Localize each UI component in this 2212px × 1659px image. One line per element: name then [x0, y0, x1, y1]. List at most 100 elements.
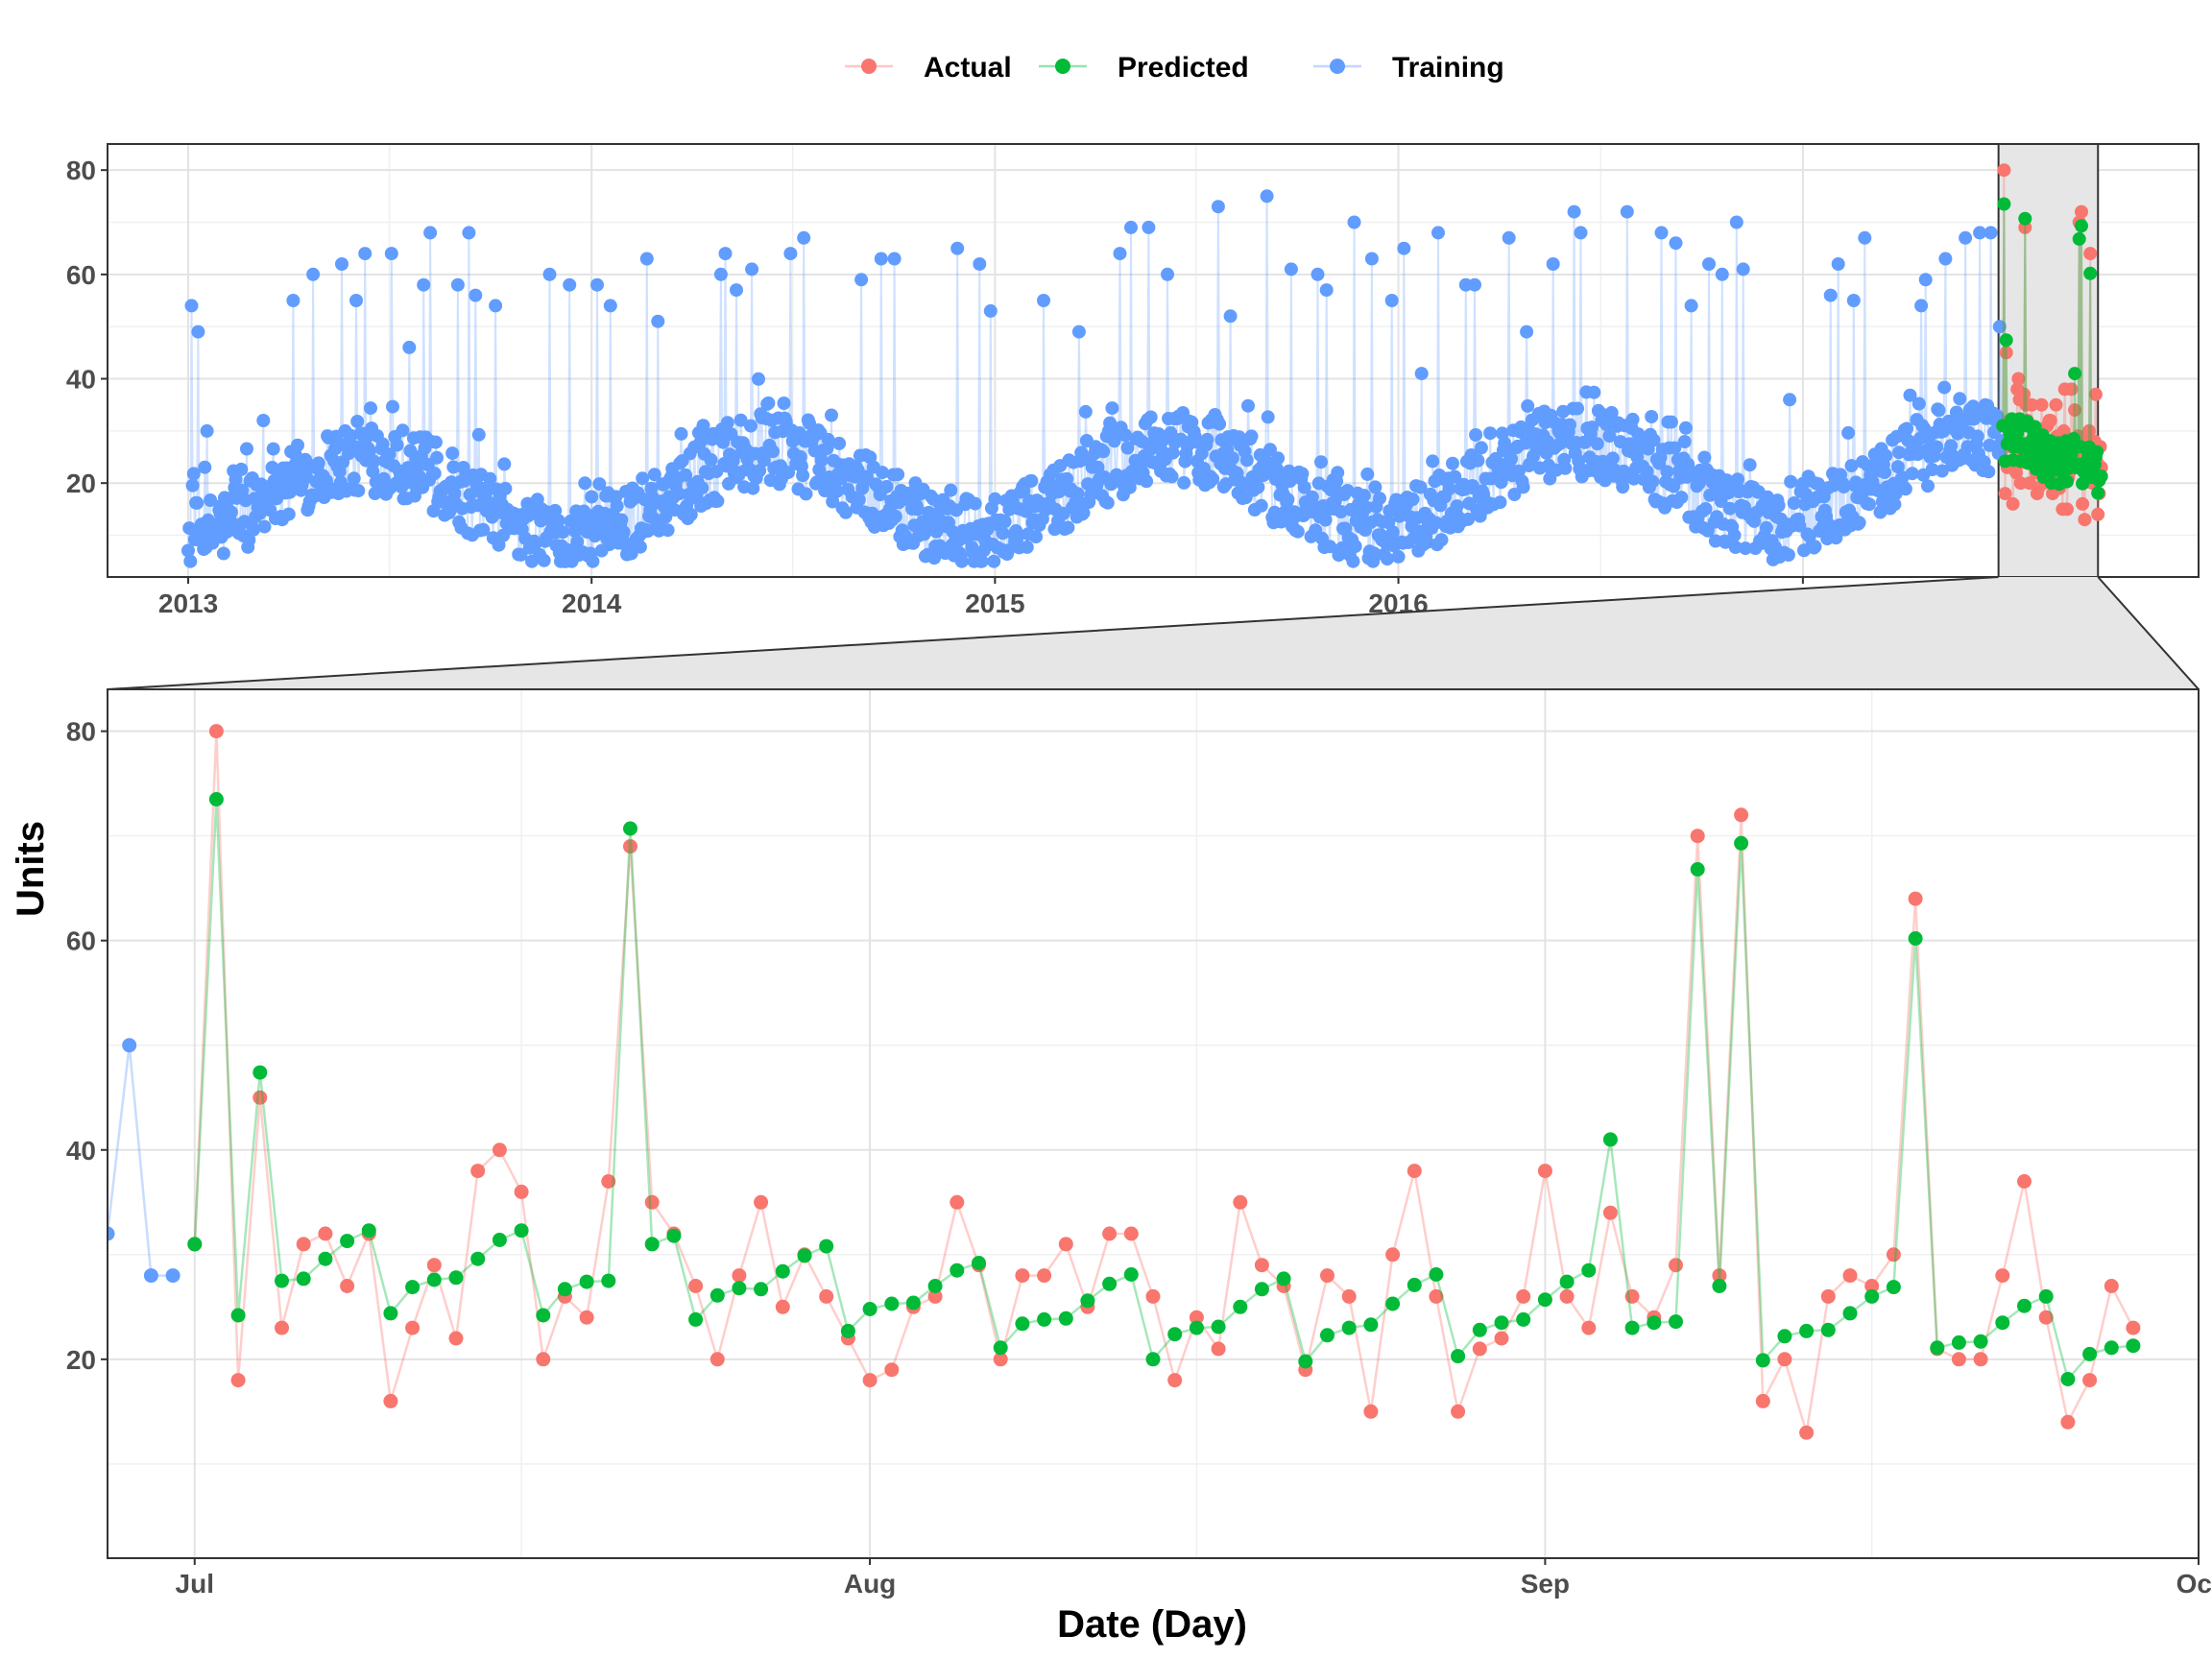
overview-actual-point — [2083, 247, 2098, 261]
overview-training-point — [974, 554, 989, 568]
overview-training-point — [814, 453, 829, 468]
zoomed-actual-point — [601, 1174, 616, 1189]
zoomed-predicted-point — [2104, 1340, 2119, 1356]
zoomed-predicted-point — [1015, 1316, 1030, 1332]
legend-label: Training — [1392, 52, 1504, 84]
overview-training-point — [1469, 428, 1483, 442]
overview-training-point — [1290, 524, 1305, 539]
overview-training-point — [1921, 479, 1935, 493]
overview-training-point — [1743, 458, 1757, 472]
zoomed-predicted-point — [2017, 1298, 2032, 1313]
zoomed-actual-point — [208, 724, 224, 739]
zoomed-actual-point — [1581, 1320, 1597, 1335]
zoomed-training-point — [79, 1332, 93, 1346]
overview-training-point — [1930, 440, 1944, 454]
overview-panel-border — [107, 143, 2200, 578]
zoomed-actual-point — [1037, 1268, 1052, 1284]
zoomed-training-point — [108, 1226, 115, 1241]
zoomed-actual-point — [1624, 1288, 1640, 1304]
zoomed-predicted-point — [709, 1287, 725, 1303]
zoomed-predicted-point — [318, 1251, 333, 1266]
zoomed-predicted-point — [623, 821, 637, 836]
overview-training-point — [1504, 452, 1518, 466]
legend-label: Actual — [924, 52, 1012, 84]
overview-training-point — [1654, 226, 1669, 240]
zoomed-predicted-point — [1341, 1320, 1357, 1335]
zoomed-predicted-point — [927, 1279, 943, 1293]
overview-training-point — [366, 464, 380, 478]
zoomed-x-tick-label: Aug — [844, 1569, 896, 1599]
overview-training-point — [497, 457, 512, 471]
overview-training-point — [1261, 410, 1275, 424]
zoomed-actual-point — [1189, 1310, 1204, 1325]
overview-training-point — [471, 427, 486, 442]
zoomed-predicted-point — [1602, 1132, 1618, 1147]
zoomed-x-tick-label: Sep — [1521, 1569, 1570, 1599]
overview-training-point — [306, 267, 321, 281]
zoomed-predicted-point — [993, 1340, 1008, 1356]
overview-actual-point — [2060, 502, 2074, 517]
overview-training-point — [1474, 441, 1488, 455]
overview-training-point — [384, 247, 398, 261]
overview-training-point — [797, 230, 811, 245]
overview-training-point — [183, 554, 198, 568]
zoomed-predicted-point — [1581, 1262, 1597, 1278]
overview-training-point — [781, 466, 796, 480]
overview-training-point — [1973, 226, 1987, 240]
overview-training-point — [191, 325, 205, 339]
overview-training-point — [1970, 429, 1984, 444]
zoomed-predicted-point — [1734, 835, 1749, 851]
overview-training-point — [563, 277, 577, 292]
legend-key-point — [1330, 59, 1345, 74]
zoomed-actual-point — [623, 839, 637, 854]
overview-training-point — [1729, 215, 1743, 229]
overview-training-point — [1078, 404, 1093, 419]
zoomed-actual-point — [709, 1352, 725, 1367]
overview-training-point — [1284, 262, 1298, 276]
overview-training-point — [1898, 482, 1912, 496]
overview-training-point — [1520, 325, 1534, 339]
overview-training-point — [1282, 464, 1296, 478]
zoomed-actual-point — [1842, 1268, 1858, 1284]
overview-training-point — [1684, 299, 1698, 313]
overview-training-point — [874, 252, 888, 266]
zoomed-actual-point — [2060, 1414, 2076, 1430]
overview-training-point — [184, 299, 199, 313]
overview-training-point — [1165, 469, 1179, 484]
overview-training-point — [1177, 475, 1191, 490]
zoomed-actual-point — [1320, 1268, 1334, 1284]
overview-training-point — [367, 454, 381, 469]
zoomed-actual-point — [1123, 1226, 1139, 1241]
overview-training-point — [1669, 236, 1683, 251]
zoomed-actual-point — [2017, 1174, 2032, 1189]
overview-training-point — [713, 267, 728, 281]
zoomed-actual-point — [1559, 1288, 1575, 1304]
overview-training-point — [1938, 252, 1953, 266]
overview-training-point — [661, 523, 675, 538]
zoomed-actual-point — [1341, 1288, 1357, 1304]
overview-training-point — [1846, 294, 1861, 307]
zoomed-y-tick-label: 60 — [66, 926, 96, 956]
zoomed-actual-point — [1951, 1352, 1966, 1367]
overview-training-point — [1143, 410, 1158, 424]
overview-training-point — [234, 462, 249, 476]
zoomed-predicted-point — [579, 1274, 594, 1289]
overview-training-point — [430, 450, 444, 465]
overview-training-point — [996, 526, 1010, 541]
overview-training-point — [1446, 456, 1459, 470]
overview-training-point — [204, 493, 218, 507]
overview-training-point — [1574, 226, 1588, 240]
overview-training-point — [1890, 460, 1905, 474]
overview-training-point — [1461, 512, 1476, 526]
overview-training-point — [1140, 474, 1154, 489]
overview-training-point — [876, 466, 889, 480]
overview-training-point — [1674, 491, 1689, 505]
zoomed-actual-point — [275, 1320, 289, 1335]
overview-training-point — [1251, 480, 1265, 494]
overview-training-point — [1223, 309, 1238, 324]
zoomed-panel-border — [107, 688, 2200, 1559]
overview-training-point — [1161, 267, 1174, 281]
zoomed-predicted-point — [448, 1270, 464, 1286]
overview-training-point — [350, 415, 365, 428]
zoomed-predicted-point — [1320, 1328, 1334, 1343]
